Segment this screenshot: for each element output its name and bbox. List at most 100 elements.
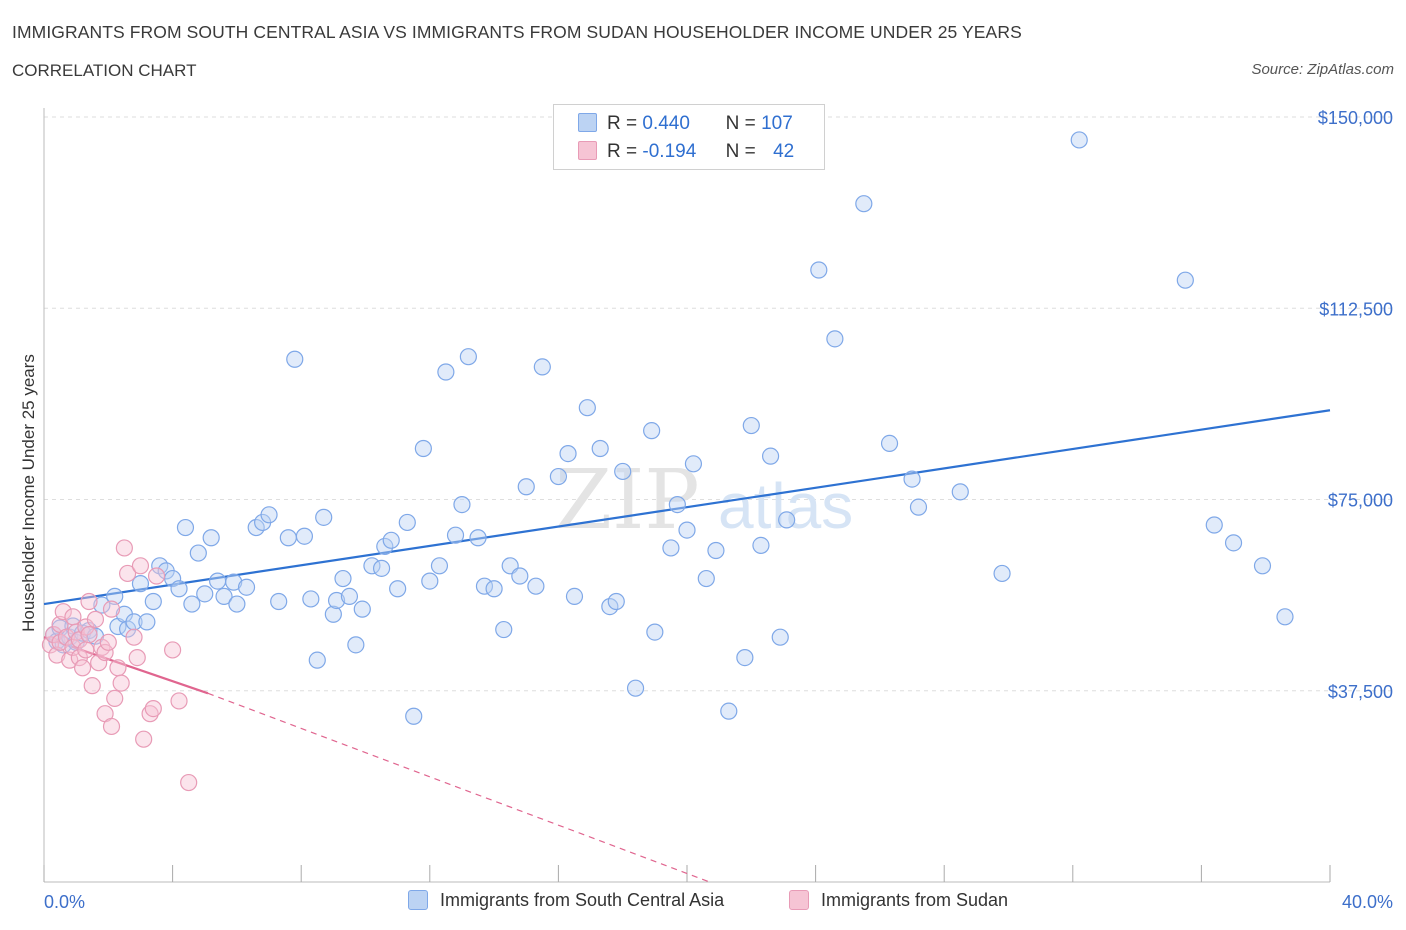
point-south-central-asia — [430, 557, 449, 575]
point-south-central-asia — [855, 195, 873, 213]
point-south-central-asia — [196, 585, 214, 603]
point-sudan — [135, 730, 153, 748]
point-south-central-asia — [485, 580, 503, 598]
point-south-central-asia — [295, 527, 314, 545]
point-sudan — [57, 628, 76, 646]
point-south-central-asia — [459, 348, 477, 366]
point-south-central-asia — [327, 591, 346, 610]
point-south-central-asia — [398, 513, 416, 532]
point-south-central-asia — [778, 511, 796, 529]
point-south-central-asia — [880, 434, 899, 452]
point-sudan — [41, 636, 60, 654]
point-sudan — [164, 641, 182, 659]
point-south-central-asia — [106, 587, 124, 606]
point-south-central-asia — [1176, 271, 1194, 289]
point-south-central-asia — [376, 537, 394, 556]
point-sudan — [170, 692, 188, 710]
legend-row-south-central-asia: R = 0.440 N = 107 — [578, 113, 793, 135]
legend-r-label: R = — [607, 113, 638, 134]
point-south-central-asia — [260, 506, 278, 524]
chart-subtitle: CORRELATION CHART — [12, 61, 197, 80]
bottom-legend-south-central-asia[interactable]: Immigrants from South Central Asia — [408, 890, 724, 911]
point-south-central-asia — [202, 529, 220, 547]
point-south-central-asia — [237, 578, 256, 596]
point-south-central-asia — [308, 651, 326, 669]
point-south-central-asia — [138, 613, 156, 631]
point-south-central-asia — [697, 569, 715, 588]
y-tick-label: $75,000 — [1328, 491, 1393, 511]
point-sudan — [180, 773, 198, 792]
point-south-central-asia — [1224, 534, 1243, 552]
point-south-central-asia — [93, 596, 111, 614]
legend-r-label: R = — [607, 141, 638, 162]
bottom-legend-sudan[interactable]: Immigrants from Sudan — [789, 890, 1008, 911]
point-south-central-asia — [475, 577, 494, 595]
point-south-central-asia — [643, 422, 661, 440]
point-south-central-asia — [517, 478, 535, 496]
point-south-central-asia — [1276, 608, 1294, 626]
point-south-central-asia — [225, 573, 243, 591]
point-south-central-asia — [720, 702, 738, 720]
point-south-central-asia — [549, 467, 568, 486]
point-south-central-asia — [209, 572, 227, 590]
point-sudan — [115, 539, 133, 557]
point-sudan — [54, 603, 72, 621]
point-south-central-asia — [372, 559, 391, 577]
trend-line-south-central-asia — [43, 409, 1331, 606]
point-south-central-asia — [565, 587, 584, 606]
point-south-central-asia — [340, 587, 359, 606]
axes — [43, 108, 1331, 883]
point-south-central-asia — [662, 539, 680, 557]
point-south-central-asia — [909, 498, 928, 516]
point-south-central-asia — [170, 580, 188, 598]
point-south-central-asia — [446, 526, 465, 544]
bottom-legend-swatch-blue — [408, 890, 428, 910]
point-south-central-asia — [752, 536, 770, 555]
trend-line-sudan-extension — [207, 692, 710, 883]
point-sudan — [48, 646, 66, 664]
point-south-central-asia — [559, 445, 577, 463]
point-south-central-asia — [578, 399, 596, 417]
chart-source: Source: ZipAtlas.com — [1251, 61, 1394, 78]
point-south-central-asia — [315, 508, 333, 526]
chart-title: IMMIGRANTS FROM SOUTH CENTRAL ASIA VS IM… — [12, 22, 1022, 42]
point-south-central-asia — [270, 592, 288, 611]
point-south-central-asia — [363, 557, 381, 575]
watermark-atlas: atlas — [718, 470, 853, 542]
legend-swatch-blue — [578, 113, 597, 132]
point-south-central-asia — [707, 541, 725, 560]
point-south-central-asia — [215, 587, 233, 606]
point-south-central-asia — [614, 462, 632, 481]
point-sudan — [61, 651, 79, 669]
point-sudan — [99, 633, 117, 651]
point-sudan — [131, 557, 150, 575]
point-south-central-asia — [533, 358, 551, 376]
point-south-central-asia — [678, 521, 696, 539]
point-south-central-asia — [334, 569, 352, 588]
point-sudan — [141, 705, 159, 723]
point-sudan — [109, 659, 127, 677]
point-south-central-asia — [826, 330, 844, 348]
point-sudan — [86, 610, 105, 628]
bottom-legend-label: Immigrants from South Central Asia — [440, 890, 725, 910]
point-south-central-asia — [405, 707, 423, 725]
point-sudan — [112, 674, 130, 692]
point-south-central-asia — [951, 483, 969, 501]
legend-n-label: N = — [725, 141, 756, 162]
point-sudan — [128, 648, 146, 667]
point-south-central-asia — [324, 605, 342, 623]
legend-n-value: 107 — [761, 113, 793, 134]
point-sudan — [106, 689, 124, 708]
bottom-legend-label: Immigrants from Sudan — [821, 890, 1009, 910]
point-south-central-asia — [511, 567, 529, 585]
point-south-central-asia — [736, 648, 754, 667]
point-south-central-asia — [684, 455, 703, 473]
point-south-central-asia — [144, 592, 162, 611]
point-south-central-asia — [495, 620, 513, 639]
watermark-zip: ZIP — [555, 453, 700, 548]
point-south-central-asia — [1070, 131, 1088, 149]
tick-labels: $37,500 $75,000 $112,500 $150,000 0.0% 40.0% — [44, 108, 1393, 912]
point-south-central-asia — [176, 518, 195, 537]
point-south-central-asia — [437, 363, 455, 381]
